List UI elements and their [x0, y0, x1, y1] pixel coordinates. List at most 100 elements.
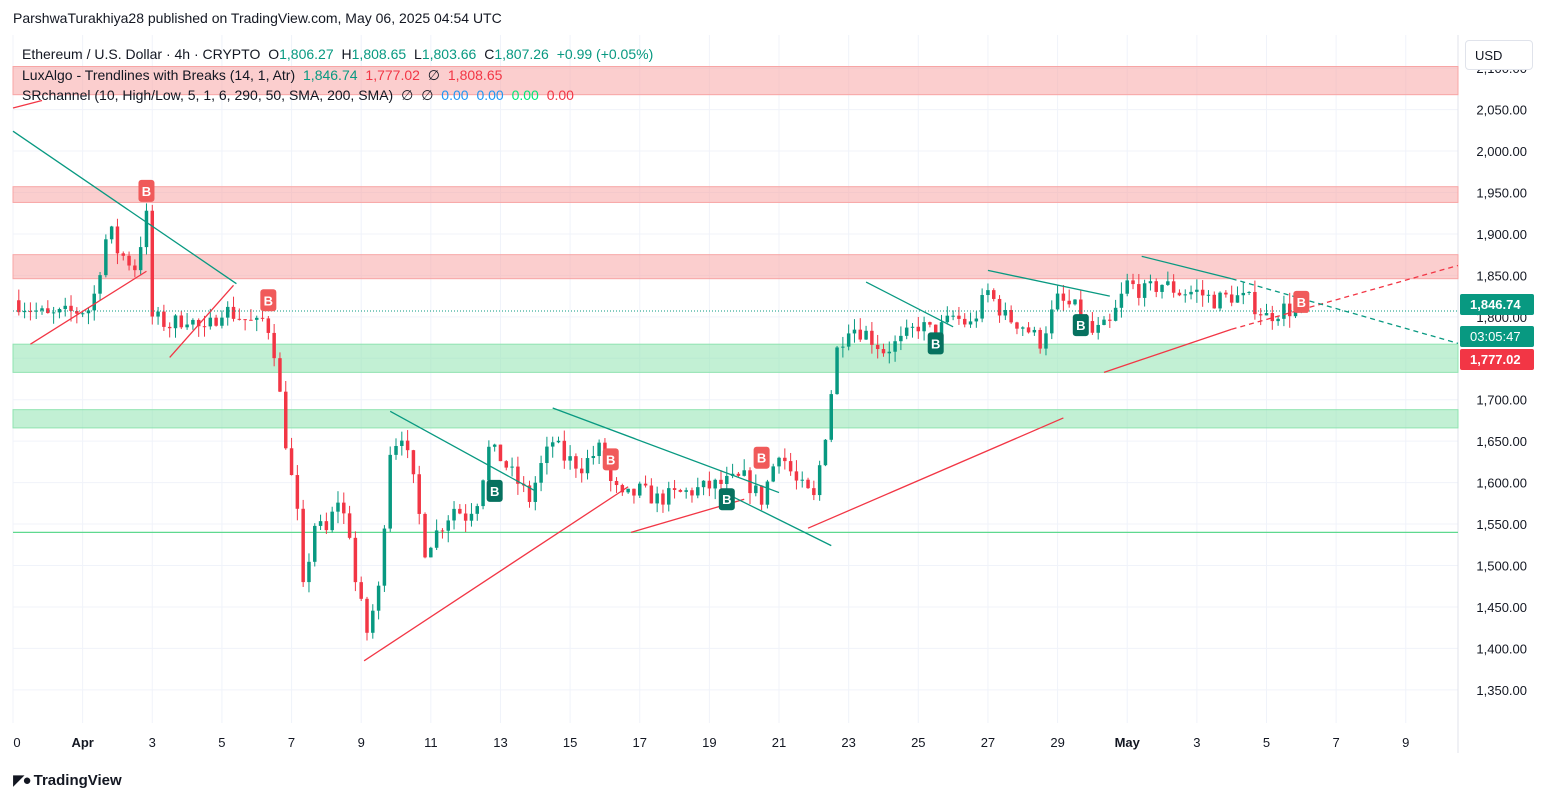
candle-down — [179, 315, 184, 328]
sr-zones — [12, 65, 1459, 533]
candle-up — [1032, 329, 1037, 333]
candle-up — [109, 226, 114, 240]
candle-up — [318, 521, 323, 526]
candle-up — [754, 485, 758, 494]
candle-up — [893, 341, 897, 352]
break-marker-badge — [486, 479, 503, 502]
break-marker-label: B — [1297, 295, 1306, 310]
legend-indicator1-value4: 1,808.65 — [447, 66, 503, 83]
legend-indicator2-value3: 0.00 — [441, 87, 469, 103]
legend-indicator2-name[interactable]: SRchannel (10, High/Low, 5, 1, 6, 290, 5… — [22, 87, 394, 103]
time-axis: 0 Apr 3 5 7 9 11 13 15 17 19 21 23 25 27 29 May 3 5 7 9 — [13, 735, 1409, 750]
candle-down — [707, 480, 712, 489]
time-axis-label: 7 — [288, 735, 295, 750]
break-marker-badge — [260, 289, 277, 312]
break-marker-label: B — [264, 293, 273, 308]
tradingview-logo[interactable]: ◤● TradingView — [13, 771, 122, 790]
break-marker-label: B — [606, 452, 615, 467]
candle-up — [591, 456, 596, 459]
candle-down — [1154, 281, 1158, 292]
time-axis-label: 11 — [424, 735, 438, 750]
price-axis-label: 1,900.00 — [1476, 227, 1527, 242]
candle-up — [254, 317, 259, 320]
candle-up — [34, 310, 38, 312]
candle-up — [829, 394, 833, 440]
time-axis-label: 3 — [149, 735, 156, 750]
candle-down — [736, 473, 741, 476]
candle-down — [69, 305, 73, 311]
legend-close-label: C — [484, 46, 495, 62]
grid-lines — [12, 35, 1458, 723]
candle-down — [1224, 292, 1228, 295]
time-axis-label: 5 — [1263, 735, 1270, 750]
candle-down — [1131, 280, 1135, 285]
candle-down — [643, 483, 648, 486]
candle-down — [1229, 294, 1234, 303]
candle-up — [487, 446, 491, 481]
candle-down — [353, 537, 358, 583]
candle-up — [904, 327, 909, 336]
upper-trendline — [12, 99, 43, 109]
candle-down — [997, 298, 1002, 316]
lower-trendline — [1231, 278, 1459, 344]
break-marker-label: B — [142, 184, 151, 199]
candle-down — [17, 300, 21, 313]
lower-trendline — [865, 281, 954, 328]
candle-up — [452, 508, 456, 521]
candle-up — [910, 326, 915, 328]
lower-trendline — [1141, 255, 1232, 280]
candle-down — [858, 329, 863, 340]
candle-down — [1061, 293, 1066, 301]
break-marker-label: B — [931, 336, 940, 351]
candle-up — [655, 493, 659, 504]
candle-up — [510, 466, 514, 468]
break-marker-badge — [753, 446, 770, 469]
candle-up — [1247, 291, 1251, 293]
legend-indicator1-name[interactable]: LuxAlgo - Trendlines with Breaks (14, 1,… — [22, 66, 296, 83]
candle-down — [498, 444, 503, 462]
candle-down — [1108, 319, 1112, 321]
candle-up — [725, 475, 729, 484]
candle-up — [777, 457, 781, 467]
time-axis-label: 15 — [563, 735, 577, 750]
candle-up — [429, 547, 433, 558]
candle-up — [376, 585, 381, 611]
candle-up — [86, 310, 91, 314]
candle-down — [1067, 300, 1071, 305]
candles — [17, 203, 1309, 641]
legend-indicator2-value4: 0.00 — [476, 87, 504, 103]
candle-countdown-tag: 03:05:47 — [1460, 326, 1534, 347]
candle-up — [1276, 318, 1280, 322]
candle-down — [881, 349, 886, 354]
candle-up — [1235, 295, 1240, 303]
break-markers: B B B B B B B B B — [138, 179, 1310, 511]
candle-up — [330, 511, 334, 531]
candle-up — [388, 454, 392, 529]
candle-up — [986, 290, 990, 296]
legend-indicator2-row: SRchannel (10, High/Low, 5, 1, 6, 290, 5… — [22, 85, 657, 106]
trendlines — [12, 99, 1459, 662]
candle-down — [579, 468, 584, 474]
candle-up — [98, 275, 102, 294]
currency-button[interactable]: USD — [1465, 40, 1533, 70]
price-axis-label: 1,450.00 — [1476, 600, 1527, 615]
candle-up — [1195, 289, 1199, 292]
candle-down — [812, 488, 816, 496]
candle-up — [1044, 333, 1048, 349]
candle-up — [1160, 284, 1164, 292]
candle-up — [667, 488, 671, 505]
legend-symbol[interactable]: Ethereum / U.S. Dollar · 4h · CRYPTO — [22, 46, 261, 62]
candle-down — [214, 317, 218, 326]
candle-down — [916, 326, 921, 332]
candle-down — [127, 255, 131, 266]
legend-open-label: O — [268, 46, 280, 62]
candle-down — [527, 485, 532, 502]
candle-up — [939, 322, 944, 339]
candle-up — [1282, 303, 1286, 319]
bearish-break-marker: B — [260, 289, 277, 312]
candle-down — [249, 319, 253, 321]
candle-up — [771, 466, 775, 482]
candle-down — [719, 479, 723, 484]
candle-up — [92, 293, 96, 311]
